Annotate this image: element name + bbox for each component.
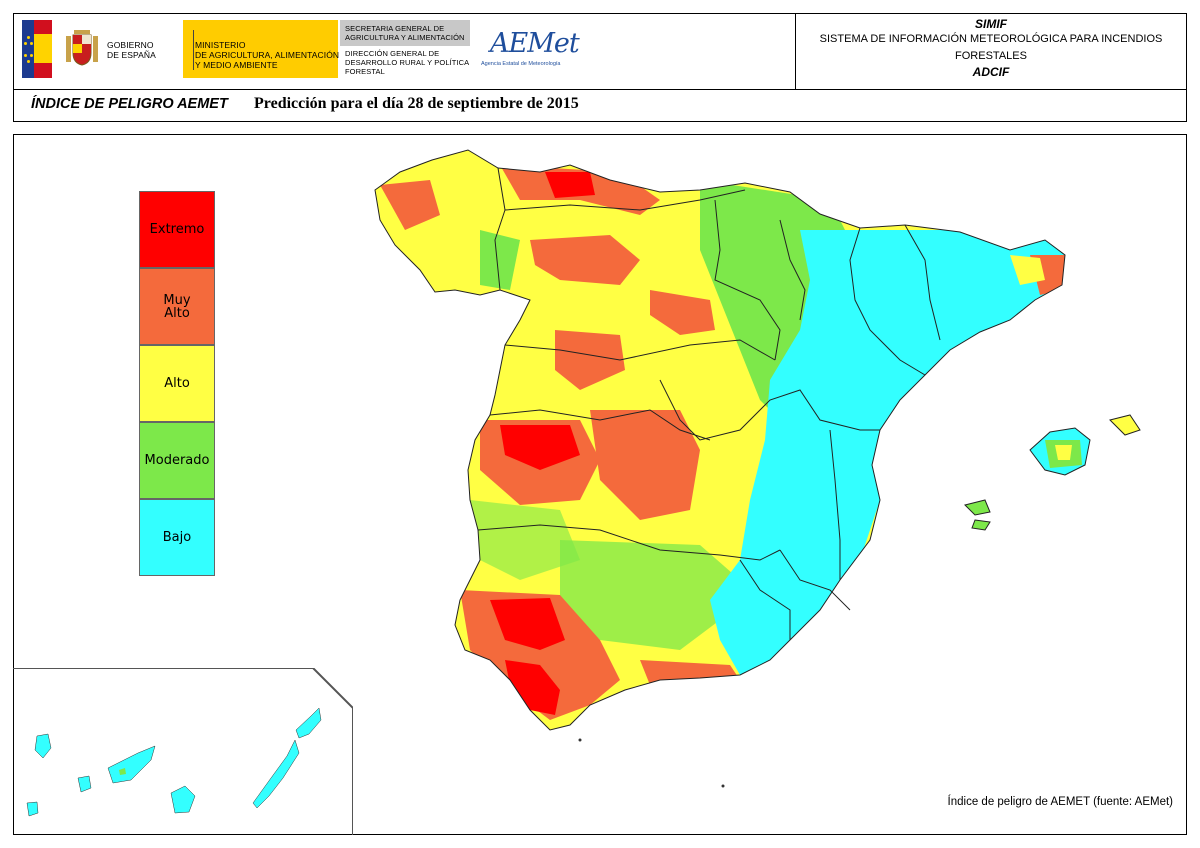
legend-bajo: Bajo bbox=[139, 499, 215, 576]
system-info-panel: SIMIF SISTEMA DE INFORMACIÓN METEOROLÓGI… bbox=[795, 13, 1187, 90]
aemet-logo: AEMet bbox=[490, 28, 580, 59]
system-name: SISTEMA DE INFORMACIÓN METEOROLÓGICA PAR… bbox=[819, 33, 1163, 62]
system-abbr: SIMIF bbox=[975, 17, 1007, 31]
legend-label: Bajo bbox=[162, 530, 192, 545]
legend-label: Extremo bbox=[149, 222, 205, 237]
ministry-block bbox=[183, 20, 338, 78]
legend-extremo: Extremo bbox=[139, 191, 215, 268]
legend-label: Muy Alto bbox=[163, 292, 191, 321]
aemet-logo-subtitle: Agencia Estatal de Meteorología bbox=[481, 61, 561, 67]
prediction-title: Predicción para el día 28 de septiembre … bbox=[254, 95, 579, 112]
direccion-label: DIRECCIÓN GENERAL DE DESARROLLO RURAL Y P… bbox=[345, 49, 470, 76]
index-title: ÍNDICE DE PELIGRO AEMET bbox=[31, 96, 228, 112]
source-note: Índice de peligro de AEMET (fuente: AEMe… bbox=[947, 796, 1173, 808]
legend-label: Moderado bbox=[144, 453, 210, 468]
ministry-label: MINISTERIO DE AGRICULTURA, ALIMENTACIÓN Y … bbox=[195, 40, 340, 70]
spain-flag-icon bbox=[22, 20, 52, 78]
legend-label: Alto bbox=[164, 376, 190, 391]
gobierno-label: GOBIERNO DE ESPAÑA bbox=[107, 40, 156, 60]
canary-islands-inset bbox=[13, 668, 353, 835]
secretaria-block bbox=[340, 20, 470, 46]
system-sub: ADCIF bbox=[972, 65, 1010, 79]
coat-of-arms-icon bbox=[66, 30, 98, 66]
legend-alto: Alto bbox=[139, 345, 215, 422]
title-bar bbox=[13, 89, 1187, 122]
legend-muy-alto: Muy Alto bbox=[139, 268, 215, 345]
legend-moderado: Moderado bbox=[139, 422, 215, 499]
secretaria-label: SECRETARIA GENERAL DE AGRICULTURA Y ALIME… bbox=[345, 24, 465, 42]
